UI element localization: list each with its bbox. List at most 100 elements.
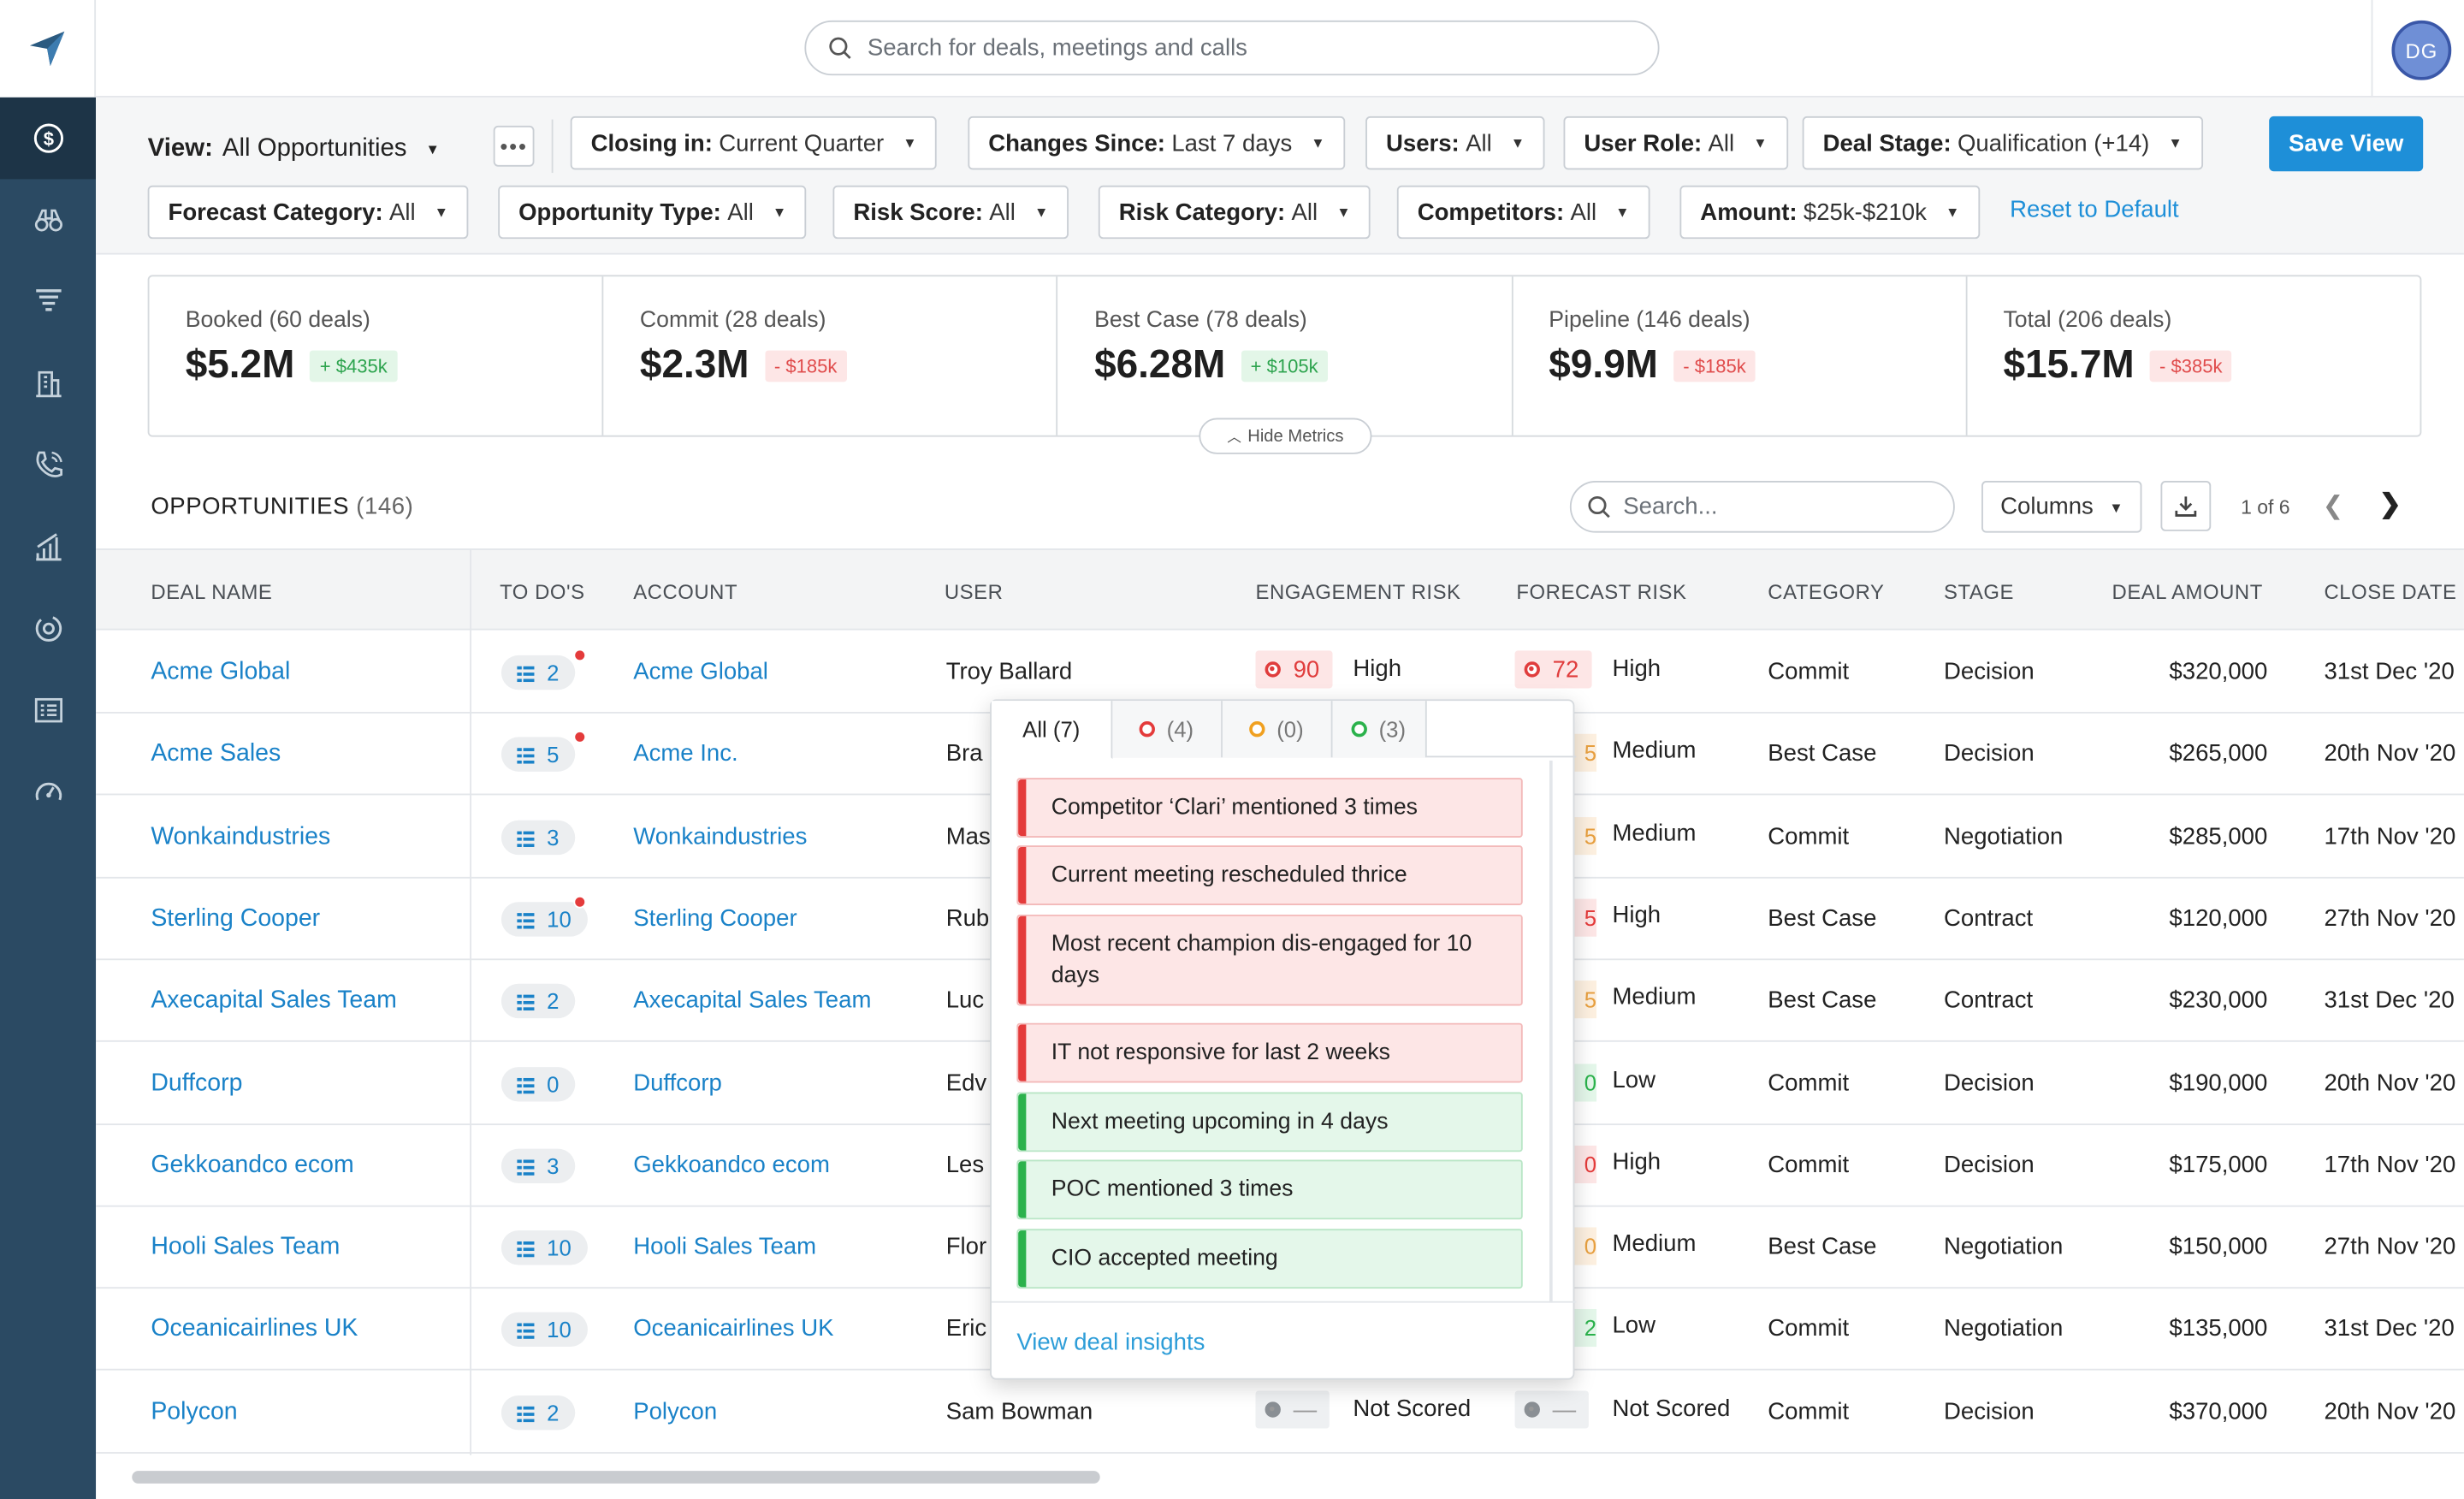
forecast-risk-badge[interactable]: 5 bbox=[1574, 817, 1597, 856]
nav-reports[interactable] bbox=[0, 669, 96, 751]
filter-risk-category[interactable]: Risk Category: All ▼ bbox=[1098, 185, 1371, 240]
todo-count[interactable]: 10 bbox=[500, 902, 588, 937]
forecast-risk-badge[interactable]: 0 bbox=[1574, 1227, 1597, 1265]
metric-total[interactable]: Total (206 deals) $15.7M - $385k bbox=[1967, 276, 2420, 435]
filter-risk-score[interactable]: Risk Score: All ▼ bbox=[832, 185, 1069, 240]
table-row[interactable]: Hooli Sales Team 10 Hooli Sales Team Flor 0… bbox=[96, 1207, 2464, 1289]
metric-best-case[interactable]: Best Case (78 deals) $6.28M + $105k bbox=[1058, 276, 1513, 435]
avatar[interactable]: DG bbox=[2391, 20, 2452, 80]
forecast-risk-badge[interactable]: 5 bbox=[1574, 981, 1597, 1019]
insight-item[interactable]: CIO accepted meeting bbox=[1016, 1229, 1523, 1289]
nav-deals[interactable]: $ bbox=[0, 97, 97, 180]
nav-calls[interactable] bbox=[0, 424, 96, 507]
account-link[interactable]: Hooli Sales Team bbox=[633, 1233, 817, 1261]
more-options-button[interactable]: ••• bbox=[493, 125, 535, 167]
nav-dashboard[interactable] bbox=[0, 751, 96, 833]
account-link[interactable]: Sterling Cooper bbox=[633, 904, 797, 933]
account-link[interactable]: Oceanicairlines UK bbox=[633, 1315, 834, 1342]
filter-closing-in[interactable]: Closing in: Current Quarter ▼ bbox=[570, 116, 938, 170]
popup-scrollbar[interactable] bbox=[1549, 760, 1553, 1303]
todo-count[interactable]: 0 bbox=[500, 1067, 575, 1102]
tab-all[interactable]: All (7) bbox=[991, 701, 1113, 760]
tab-negative[interactable]: (4) bbox=[1112, 701, 1223, 758]
forecast-risk-badge[interactable]: 0 bbox=[1574, 1064, 1597, 1102]
filter-changes-since[interactable]: Changes Since: Last 7 days ▼ bbox=[968, 116, 1346, 170]
table-row[interactable]: Axecapital Sales Team 2 Axecapital Sales … bbox=[96, 960, 2464, 1042]
deal-name-link[interactable]: Polycon bbox=[151, 1398, 238, 1425]
todo-count[interactable]: 2 bbox=[500, 655, 575, 690]
account-link[interactable]: Wonkaindustries bbox=[633, 823, 808, 850]
header-engagement-risk[interactable]: ENGAGEMENT RISK bbox=[1255, 579, 1461, 604]
todo-count[interactable]: 5 bbox=[500, 737, 575, 772]
header-deal-amount[interactable]: DEAL AMOUNT bbox=[2112, 579, 2263, 604]
deal-name-link[interactable]: Acme Global bbox=[151, 658, 291, 685]
insight-item[interactable]: Current meeting rescheduled thrice bbox=[1016, 845, 1523, 905]
header-stage[interactable]: STAGE bbox=[1943, 579, 2014, 604]
deal-name-link[interactable]: Duffcorp bbox=[151, 1069, 243, 1098]
header-account[interactable]: ACCOUNT bbox=[633, 579, 738, 604]
global-search-input[interactable] bbox=[867, 34, 1622, 62]
engagement-risk-badge[interactable]: 90 bbox=[1255, 650, 1332, 689]
todo-count[interactable]: 10 bbox=[500, 1230, 588, 1265]
table-search-input[interactable] bbox=[1623, 493, 1938, 520]
nav-accounts[interactable] bbox=[0, 342, 96, 424]
tab-neutral[interactable]: (0) bbox=[1222, 701, 1333, 758]
columns-button[interactable]: Columns ▼ bbox=[1981, 481, 2142, 533]
deal-name-link[interactable]: Hooli Sales Team bbox=[151, 1233, 341, 1261]
account-link[interactable]: Polycon bbox=[633, 1398, 718, 1425]
table-row[interactable]: Polycon 2 Polycon Sam Bowman — Not Scored — No… bbox=[96, 1372, 2464, 1454]
forecast-risk-badge[interactable]: 5 bbox=[1574, 733, 1597, 772]
todo-count[interactable]: 3 bbox=[500, 1148, 575, 1184]
forecast-risk-badge[interactable]: 2 bbox=[1574, 1308, 1597, 1348]
deal-name-link[interactable]: Oceanicairlines UK bbox=[151, 1315, 358, 1342]
prev-page-icon[interactable]: ❮ bbox=[2322, 493, 2344, 520]
view-select[interactable]: View: All Opportunities ▼ bbox=[148, 126, 440, 173]
tab-positive[interactable]: (3) bbox=[1332, 701, 1427, 758]
filter-user-role[interactable]: User Role: All ▼ bbox=[1563, 116, 1788, 170]
insight-item[interactable]: Competitor ‘Clari’ mentioned 3 times bbox=[1016, 778, 1523, 838]
deal-name-link[interactable]: Wonkaindustries bbox=[151, 823, 331, 850]
deal-name-link[interactable]: Sterling Cooper bbox=[151, 904, 321, 933]
account-link[interactable]: Acme Global bbox=[633, 658, 768, 685]
filter-opportunity-type[interactable]: Opportunity Type: All ▼ bbox=[498, 185, 808, 240]
account-link[interactable]: Gekkoandco ecom bbox=[633, 1152, 830, 1179]
nav-pipeline[interactable] bbox=[0, 261, 96, 343]
todo-count[interactable]: 10 bbox=[500, 1312, 588, 1348]
header-todos[interactable]: TO DO'S bbox=[500, 579, 585, 604]
engagement-risk-badge[interactable]: — bbox=[1255, 1390, 1330, 1429]
deal-name-link[interactable]: Axecapital Sales Team bbox=[151, 986, 397, 1014]
nav-analytics[interactable] bbox=[0, 506, 96, 588]
filter-forecast-category[interactable]: Forecast Category: All ▼ bbox=[147, 185, 469, 240]
global-search[interactable] bbox=[804, 20, 1660, 76]
filter-amount[interactable]: Amount: $25k-$210k ▼ bbox=[1679, 185, 1981, 240]
view-deal-insights-link[interactable]: View deal insights bbox=[1016, 1329, 1205, 1357]
hide-metrics-button[interactable]: ︿ Hide Metrics bbox=[1199, 418, 1372, 454]
horizontal-scrollbar[interactable] bbox=[132, 1471, 1100, 1484]
save-view-button[interactable]: Save View bbox=[2269, 116, 2424, 172]
insight-item[interactable]: POC mentioned 3 times bbox=[1016, 1159, 1523, 1220]
forecast-risk-badge[interactable]: 0 bbox=[1574, 1145, 1597, 1184]
forecast-risk-badge[interactable]: 72 bbox=[1514, 650, 1592, 689]
account-link[interactable]: Duffcorp bbox=[633, 1069, 722, 1098]
header-close-date[interactable]: CLOSE DATE bbox=[2324, 579, 2457, 604]
metric-pipeline[interactable]: Pipeline (146 deals) $9.9M - $185k bbox=[1513, 276, 1968, 435]
account-link[interactable]: Acme Inc. bbox=[633, 740, 738, 767]
account-link[interactable]: Axecapital Sales Team bbox=[633, 986, 872, 1014]
next-page-icon[interactable]: ❯ bbox=[2378, 489, 2402, 519]
logo[interactable] bbox=[0, 0, 97, 98]
metric-booked[interactable]: Booked (60 deals) $5.2M + $435k bbox=[149, 276, 604, 435]
forecast-risk-badge[interactable]: — bbox=[1514, 1390, 1589, 1429]
todo-count[interactable]: 2 bbox=[500, 983, 575, 1019]
todo-count[interactable]: 2 bbox=[500, 1395, 575, 1431]
filter-users[interactable]: Users: All ▼ bbox=[1365, 116, 1546, 170]
insight-item[interactable]: Most recent champion dis-engaged for 10 … bbox=[1016, 914, 1523, 1006]
todo-count[interactable]: 3 bbox=[500, 820, 575, 856]
deal-name-link[interactable]: Gekkoandco ecom bbox=[151, 1152, 354, 1179]
metric-commit[interactable]: Commit (28 deals) $2.3M - $185k bbox=[604, 276, 1058, 435]
nav-targets[interactable] bbox=[0, 588, 96, 670]
insight-item[interactable]: Next meeting upcoming in 4 days bbox=[1016, 1092, 1523, 1152]
filter-deal-stage[interactable]: Deal Stage: Qualification (+14) ▼ bbox=[1802, 116, 2203, 170]
header-deal-name[interactable]: DEAL NAME bbox=[151, 579, 273, 604]
deal-name-link[interactable]: Acme Sales bbox=[151, 740, 281, 767]
filter-competitors[interactable]: Competitors: All ▼ bbox=[1396, 185, 1650, 240]
